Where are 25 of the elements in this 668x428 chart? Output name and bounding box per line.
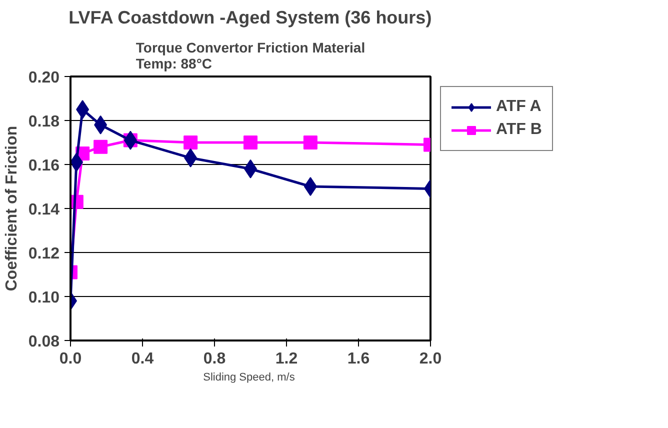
y-tick-label: 0.08 — [28, 334, 60, 350]
x-tick-label: 1.6 — [347, 350, 370, 368]
x-tick-label: 1.2 — [275, 350, 298, 368]
point — [304, 177, 317, 196]
point — [76, 100, 90, 119]
x-tick-label: 2.0 — [419, 350, 442, 368]
point — [303, 136, 318, 150]
y-tick-label: 0.10 — [28, 290, 60, 306]
y-tick-label: 0.16 — [28, 158, 60, 174]
point — [94, 140, 108, 154]
y-tick-label: 0.20 — [28, 70, 60, 86]
chart-title: LVFA Coastdown -Aged System (36 hours) — [68, 8, 432, 28]
x-tick-label: 0.0 — [59, 350, 82, 368]
y-axis-title: Coefficient of Friction — [3, 126, 20, 292]
chart-subtitle: Torque Convertor Friction Material Temp: 88°C — [136, 40, 366, 72]
x-tick-label: 0.8 — [203, 350, 226, 368]
y-tick-label: 0.12 — [28, 246, 60, 262]
x-axis-title: Sliding Speed, m/s — [203, 372, 296, 384]
x-tick-label: 0.4 — [131, 350, 154, 368]
point — [244, 136, 258, 150]
legend-label: ATF B — [496, 121, 542, 139]
point — [184, 136, 198, 150]
legend-label: ATF A — [496, 98, 542, 116]
y-tick-label: 0.18 — [28, 114, 60, 130]
y-tick-label: 0.14 — [28, 202, 60, 218]
